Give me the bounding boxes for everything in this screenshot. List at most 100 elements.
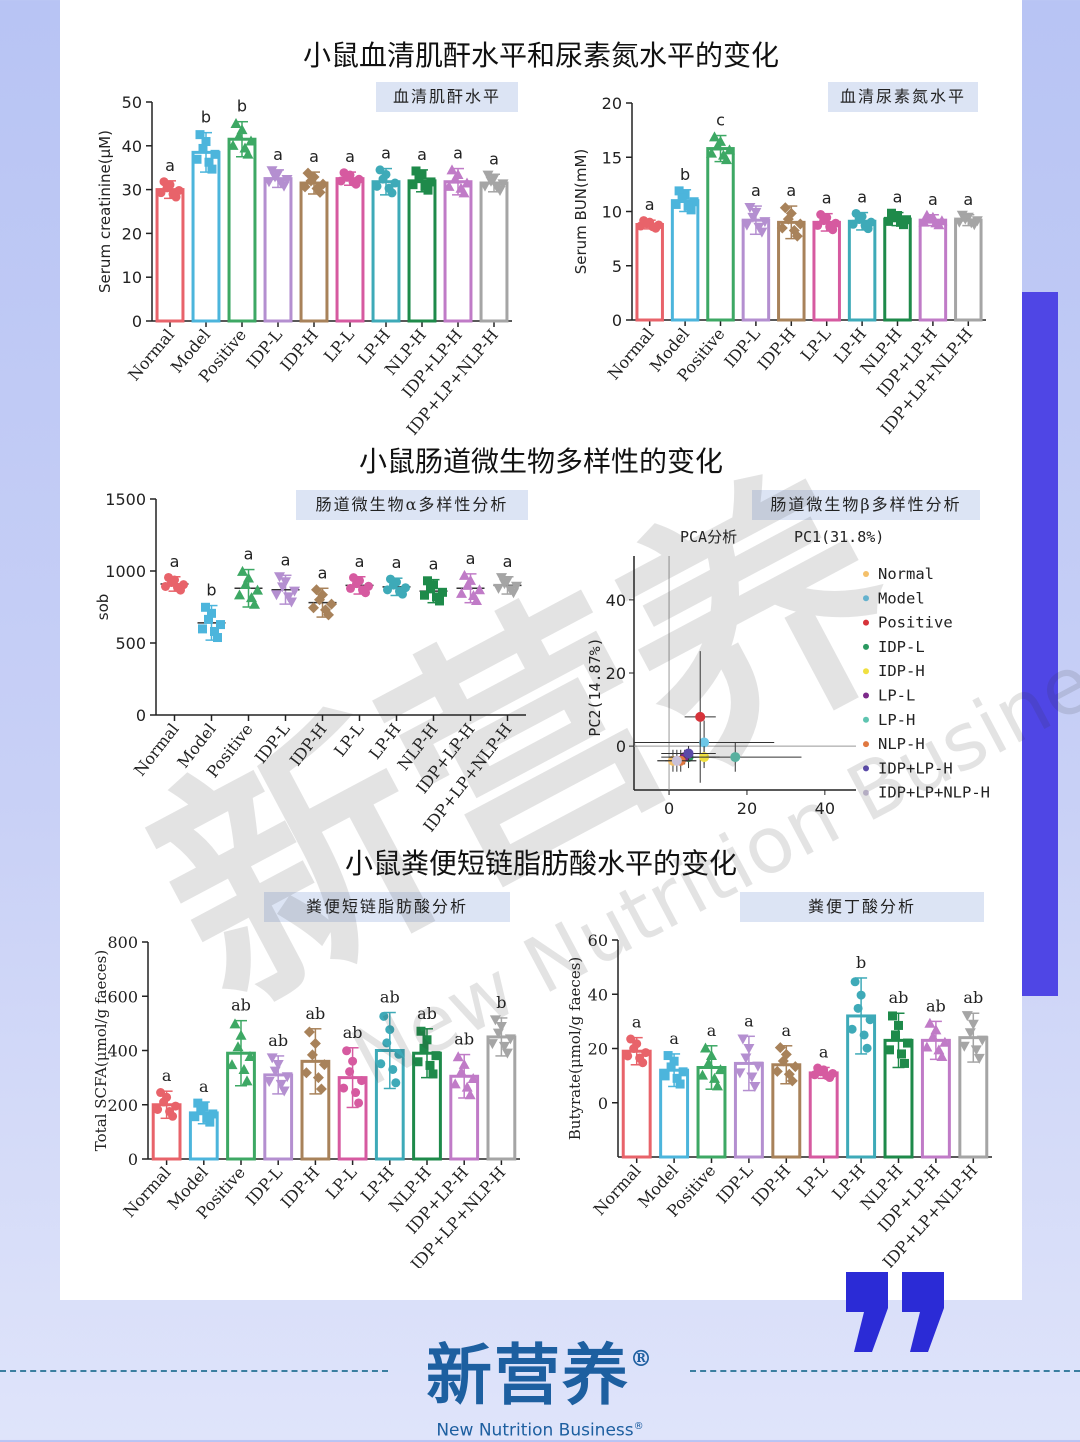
category-label: IDP-H [748, 1161, 795, 1210]
bar [443, 180, 473, 323]
data-point [240, 579, 251, 590]
bar [954, 218, 983, 322]
data-point [479, 181, 491, 192]
data-point [280, 577, 291, 588]
data-point [959, 214, 971, 225]
bar [847, 219, 877, 322]
data-point [474, 584, 485, 595]
data-point [274, 572, 285, 583]
data-point [246, 592, 257, 603]
data-point [973, 1053, 985, 1064]
data-point [269, 172, 281, 183]
data-point [420, 181, 430, 191]
data-point [300, 1067, 312, 1079]
data-point [408, 180, 418, 190]
bar [299, 181, 329, 323]
bar [918, 218, 948, 322]
y-tick-label: 400 [107, 1042, 138, 1061]
data-point [674, 186, 684, 196]
data-point [486, 1039, 498, 1050]
data-point [958, 1041, 970, 1052]
legend-marker [863, 619, 869, 626]
data-point [462, 579, 473, 590]
data-point [854, 215, 864, 225]
data-point [471, 595, 482, 606]
data-point [921, 1041, 933, 1052]
data-point [672, 1073, 682, 1083]
y-axis-label: Butyrate(μmol/g faeces) [566, 957, 584, 1140]
significance-letter: ab [963, 988, 983, 1007]
bar [263, 177, 293, 323]
y-axis-label: Total SCFA(μmol/g faeces) [92, 950, 110, 1151]
significance-letter: ab [231, 996, 251, 1015]
data-point [675, 1079, 685, 1089]
data-point [446, 164, 458, 175]
data-point [741, 220, 753, 231]
data-point [455, 182, 467, 193]
data-point [289, 586, 300, 597]
data-point [749, 1081, 761, 1092]
y-tick-label: 800 [107, 933, 138, 952]
significance-letter: ab [454, 1030, 474, 1049]
data-point [897, 1049, 906, 1059]
data-point [299, 181, 311, 193]
data-point [774, 1042, 786, 1054]
significance-letter: a [417, 145, 427, 164]
significance-letter: ab [268, 1031, 288, 1050]
data-point [283, 592, 294, 603]
legend-marker [863, 789, 869, 796]
data-point [449, 173, 461, 184]
data-point [226, 1059, 238, 1070]
significance-letter: a [281, 550, 291, 569]
legend-label: LP-L [878, 687, 915, 705]
data-point [635, 1053, 645, 1063]
data-point [263, 177, 275, 188]
data-point [234, 589, 245, 600]
data-point [813, 220, 823, 230]
category-label: Normal [590, 1161, 645, 1219]
y-axis-label: Serum creatinine(μM) [96, 130, 114, 293]
legend-label: IDP+LP-H [878, 759, 953, 777]
category-label: IDP-H [276, 325, 322, 374]
data-point [162, 183, 172, 193]
data-point [281, 175, 293, 186]
significance-letter: b [237, 97, 247, 116]
data-point [885, 1045, 894, 1055]
y-tick-label: 0 [616, 737, 626, 756]
data-point [375, 165, 385, 175]
data-point [241, 1075, 253, 1086]
data-point [496, 573, 507, 584]
data-point [788, 224, 800, 236]
data-point [422, 1035, 432, 1045]
data-point [712, 140, 723, 151]
data-point [678, 1067, 688, 1077]
data-point [277, 582, 288, 593]
data-point [173, 583, 182, 593]
section-title-scfa: 小鼠粪便短链脂肪酸水平的变化 [344, 847, 737, 880]
data-point [249, 598, 260, 609]
data-point [389, 580, 398, 590]
significance-letter: a [819, 1042, 829, 1061]
pca-title: PCA分析 [680, 528, 737, 546]
significance-letter: a [822, 189, 832, 208]
panel-label-beta: 肠道微生物β多样性分析 [752, 490, 980, 520]
data-point [210, 626, 219, 636]
y-tick-label: 200 [107, 1096, 138, 1115]
data-point [204, 157, 214, 167]
data-point [785, 207, 797, 219]
data-point [891, 1030, 900, 1040]
significance-letter: ab [889, 988, 909, 1007]
data-point [819, 216, 829, 226]
data-point [936, 1051, 948, 1062]
data-point [416, 1026, 426, 1036]
legend-marker [863, 643, 869, 650]
data-point [626, 1034, 636, 1044]
data-point [850, 977, 860, 987]
data-point [791, 230, 803, 242]
data-point [305, 175, 317, 187]
bar [335, 177, 365, 323]
data-point [266, 166, 278, 177]
legend-marker [863, 692, 869, 699]
data-point [195, 130, 205, 140]
y-tick-label: 0 [136, 706, 146, 725]
